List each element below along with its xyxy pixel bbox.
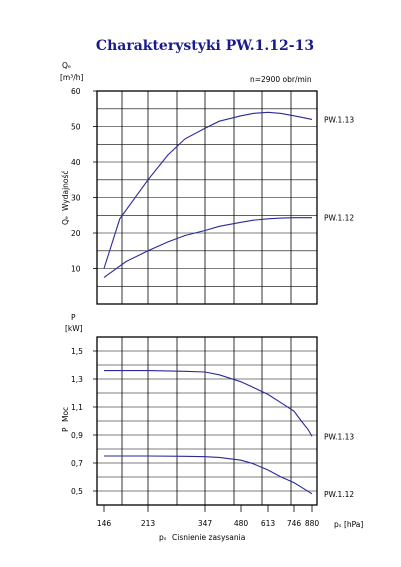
chart-title: Charakterystyki PW.1.12-13 <box>96 38 314 54</box>
top-series-label-PW.1.13: PW.1.13 <box>324 115 354 124</box>
bottom-curves <box>104 370 313 495</box>
top-yunit: [m³/h] <box>60 73 84 82</box>
bottom-yunit: [kW] <box>65 324 83 333</box>
bottom-y-ticks: 1,5 1,3 1,1 0,9 0,7 0,5 <box>71 347 97 496</box>
bottom-ytick-label: 0,5 <box>71 487 83 496</box>
bottom-frame <box>96 336 318 506</box>
bottom-series-label-PW.1.12: PW.1.12 <box>324 490 354 499</box>
top-series-line-PW.1.13 <box>103 111 313 269</box>
x-tick-label: 613 <box>261 519 276 528</box>
bottom-yunit-symbol: P <box>71 313 76 322</box>
bottom-ylabel-symbol: P <box>61 427 70 432</box>
x-tick-label: 347 <box>198 519 213 528</box>
top-ytick-label: 30 <box>71 194 81 203</box>
bottom-series-line-PW.1.12 <box>104 455 313 495</box>
top-ylabel-symbol: Qₑ <box>61 216 70 225</box>
x-tick-label: 480 <box>234 519 249 528</box>
bottom-ytick-label: 0,7 <box>71 459 83 468</box>
bottom-grid <box>97 337 317 505</box>
x-tick-label: 213 <box>141 519 156 528</box>
x-tick-label: 146 <box>97 519 112 528</box>
top-y-ticks: 60 50 40 30 20 10 <box>71 87 97 274</box>
top-panel: Qₑ [m³/h] Qₑ Wydajność n=2900 obr/min 60… <box>60 61 354 305</box>
top-frame <box>96 90 318 305</box>
top-ytick-label: 60 <box>71 87 81 96</box>
top-ytick-label: 10 <box>71 265 81 274</box>
top-series-label-PW.1.12: PW.1.12 <box>324 214 354 223</box>
bottom-series-label-PW.1.13: PW.1.13 <box>324 432 354 441</box>
x-label-symbol: pₛ <box>159 533 167 542</box>
bottom-ylabel-text: Moc <box>61 407 70 422</box>
bottom-ytick-label: 1,1 <box>71 403 83 412</box>
top-series-labels: PW.1.13 PW.1.12 <box>324 115 354 222</box>
bottom-ytick-label: 0,9 <box>71 431 83 440</box>
x-label-text: Cisnienie zasysania <box>172 533 245 542</box>
top-ylabel-text: Wydajność <box>61 170 70 211</box>
x-unit: pₛ [hPa] <box>334 520 363 529</box>
bottom-series-line-PW.1.13 <box>104 370 313 437</box>
top-ytick-label: 40 <box>71 158 81 167</box>
top-ytick-label: 50 <box>71 123 81 132</box>
top-curves <box>103 111 313 278</box>
top-series-line-PW.1.12 <box>103 217 312 278</box>
speed-note: n=2900 obr/min <box>250 75 312 84</box>
top-yunit-symbol: Qₑ <box>62 61 71 70</box>
top-ytick-label: 20 <box>71 229 81 238</box>
bottom-series-labels: PW.1.13 PW.1.12 <box>324 432 354 498</box>
bottom-ytick-label: 1,3 <box>71 375 83 384</box>
bottom-panel: P [kW] P Moc 1,51,31,10,90,70,5 PW.1.13P… <box>61 313 354 506</box>
x-tick-label: 746 <box>287 519 302 528</box>
top-grid <box>97 91 317 304</box>
x-ticks: 146 213 347 480 613 746 880 <box>97 505 320 528</box>
bottom-ytick-label: 1,5 <box>71 347 83 356</box>
x-tick-label: 880 <box>305 519 320 528</box>
